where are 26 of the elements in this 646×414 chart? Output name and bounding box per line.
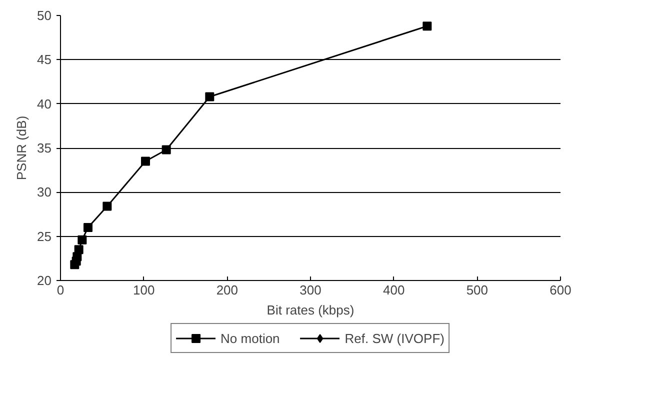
point	[205, 92, 214, 102]
x-tick-label: 600	[550, 282, 572, 298]
y-tick-label: 30	[37, 184, 52, 200]
point	[84, 223, 92, 232]
x-tick-label: 200	[216, 282, 238, 298]
y-tick-label: 20	[37, 273, 52, 288]
legend-label: No motion	[220, 330, 280, 346]
x-axis-title: Bit rates (kbps)	[266, 302, 354, 318]
y-axis-title: PSNR (dB)	[14, 116, 30, 180]
y-tick-label: 45	[37, 52, 52, 68]
point	[102, 202, 112, 211]
point	[78, 235, 87, 244]
y-tick-label: 50	[37, 8, 52, 23]
y-tick-label: 40	[37, 96, 52, 112]
x-tick-label: 300	[300, 282, 322, 298]
legend-label: Ref. SW (IVOPF)	[344, 330, 444, 346]
point	[74, 245, 84, 254]
x-tick-label: 100	[132, 282, 155, 298]
x-tick-label: 500	[466, 282, 488, 298]
point	[422, 22, 432, 31]
point	[162, 145, 171, 154]
x-tick-label: 0	[56, 282, 64, 298]
y-tick-label: 25	[37, 228, 52, 244]
y-tick-label: 35	[37, 140, 52, 156]
point	[141, 156, 150, 166]
x-tick-label: 400	[382, 282, 405, 298]
